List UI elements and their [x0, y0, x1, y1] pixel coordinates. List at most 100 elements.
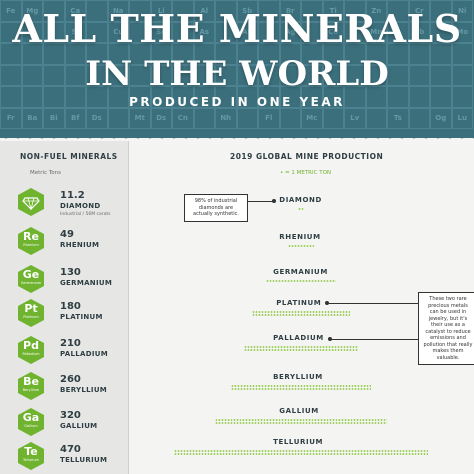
- bar-label-gallium: GALLIUM: [279, 407, 319, 415]
- diamond-callout-dot: [272, 199, 276, 203]
- background-tile: [279, 86, 301, 108]
- mineral-note: Industrial / 56M carats: [60, 212, 111, 217]
- background-tile: [21, 86, 43, 108]
- background-tile: [322, 64, 344, 86]
- background-tile: Ds: [86, 107, 108, 129]
- platinum-palladium-callout: These two rare precious metals can be us…: [418, 292, 474, 365]
- background-tile: [43, 64, 65, 86]
- background-tile: [430, 0, 452, 22]
- background-tile: [344, 0, 366, 22]
- background-tile: Cu: [107, 21, 129, 43]
- background-tile: [365, 107, 387, 129]
- background-tile: [258, 86, 280, 108]
- mineral-label: DIAMOND: [60, 202, 101, 210]
- bar-label-palladium: PALLADIUM: [273, 334, 324, 342]
- background-tile: [387, 43, 409, 65]
- background-tile: Fl: [258, 107, 280, 129]
- mineral-value: 210: [60, 338, 81, 349]
- background-tile: Fr: [0, 107, 22, 129]
- background-tile: [236, 86, 258, 108]
- left-column-unit: Metric Tons: [30, 170, 61, 176]
- background-tile: Ds: [150, 107, 172, 129]
- background-tile: [172, 0, 194, 22]
- header-banner: Fe Mg Ca Na Li Al Sb Br Ti Zn Cr Ni B Si Cu Sn As Au Ag Co M…: [0, 0, 474, 138]
- background-tile: [215, 0, 237, 22]
- element-badge: Ge Germanium: [18, 265, 44, 293]
- background-tile: [150, 64, 172, 86]
- mineral-row-platinum: Pt Platinum 180 PLATINUM: [0, 296, 128, 332]
- mineral-row-tellurium: Te Tellurium 470 TELLURIUM: [0, 439, 128, 474]
- mineral-label: GERMANIUM: [60, 279, 113, 287]
- element-name: Gallium: [24, 424, 38, 428]
- background-tile: [215, 86, 237, 108]
- background-tile: [0, 64, 22, 86]
- background-tile: [129, 64, 151, 86]
- background-tile: [322, 43, 344, 65]
- production-bar-germanium: [265, 280, 337, 282]
- background-tile: [258, 43, 280, 65]
- production-bar-tellurium: [174, 450, 428, 452]
- background-tile: [172, 86, 194, 108]
- background-tile: B: [21, 21, 43, 43]
- background-tile: Co: [322, 21, 344, 43]
- background-tile: [107, 107, 129, 129]
- background-tile: Na: [107, 0, 129, 22]
- background-tile: [43, 0, 65, 22]
- background-tile: [430, 43, 452, 65]
- element-symbol: Be: [23, 375, 39, 388]
- background-tile: [43, 43, 65, 65]
- element-symbol: Ga: [22, 411, 40, 424]
- element-badge: Pt Platinum: [18, 299, 44, 327]
- background-tile: [387, 0, 409, 22]
- background-tile: [301, 43, 323, 65]
- zigzag-shape: [0, 131, 474, 139]
- background-tile: [387, 86, 409, 108]
- mineral-label: GALLIUM: [60, 422, 98, 430]
- background-tile: [129, 86, 151, 108]
- platinum-callout-dot: [325, 301, 329, 305]
- mineral-row-palladium: Pd Palladium 210 PALLADIUM: [0, 333, 128, 369]
- element-name: Platinum: [23, 315, 39, 319]
- mineral-value: 130: [60, 267, 81, 278]
- background-tile: [43, 21, 65, 43]
- background-tile: [301, 21, 323, 43]
- background-tile: [43, 86, 65, 108]
- background-tile: [236, 43, 258, 65]
- element-badge: Pd Palladium: [18, 336, 44, 364]
- background-tile: [408, 64, 430, 86]
- background-tile: [150, 43, 172, 65]
- background-tile: [279, 64, 301, 86]
- background-tile: [408, 43, 430, 65]
- diamond-callout: 98% of industrial diamonds are actually …: [184, 194, 248, 222]
- background-tile: [430, 21, 452, 43]
- background-tile: [387, 21, 409, 43]
- background-tile: Mg: [21, 0, 43, 22]
- background-tile: [215, 21, 237, 43]
- background-tile: Nh: [215, 107, 237, 129]
- bar-label-germanium: GERMANIUM: [273, 268, 328, 276]
- background-tile: Fe: [0, 0, 22, 22]
- background-tile: [408, 107, 430, 129]
- right-column-header: 2019 GLOBAL MINE PRODUCTION: [230, 152, 384, 161]
- production-bar-platinum: [252, 311, 350, 313]
- mineral-label: PLATINUM: [60, 313, 103, 321]
- background-tile: [172, 43, 194, 65]
- background-tile: [365, 64, 387, 86]
- element-symbol: Re: [23, 230, 39, 243]
- background-tile: [21, 43, 43, 65]
- background-tile: [129, 43, 151, 65]
- bar-label-tellurium: TELLURIUM: [273, 438, 324, 446]
- diamond-icon: [18, 188, 44, 216]
- page-subtitle: PRODUCED IN ONE YEAR: [129, 95, 345, 109]
- background-tile: [301, 64, 323, 86]
- background-tile: [64, 43, 86, 65]
- background-tile: [129, 0, 151, 22]
- production-bar-beryllium: [230, 385, 372, 387]
- background-tile: [387, 64, 409, 86]
- element-name: Rhenium: [23, 243, 39, 247]
- element-name: Germanium: [20, 281, 42, 285]
- production-bar-beryllium: [230, 388, 372, 390]
- background-tile: [193, 86, 215, 108]
- mineral-row-gallium: Ga Gallium 320 GALLIUM: [0, 405, 128, 441]
- background-tile: Li: [150, 0, 172, 22]
